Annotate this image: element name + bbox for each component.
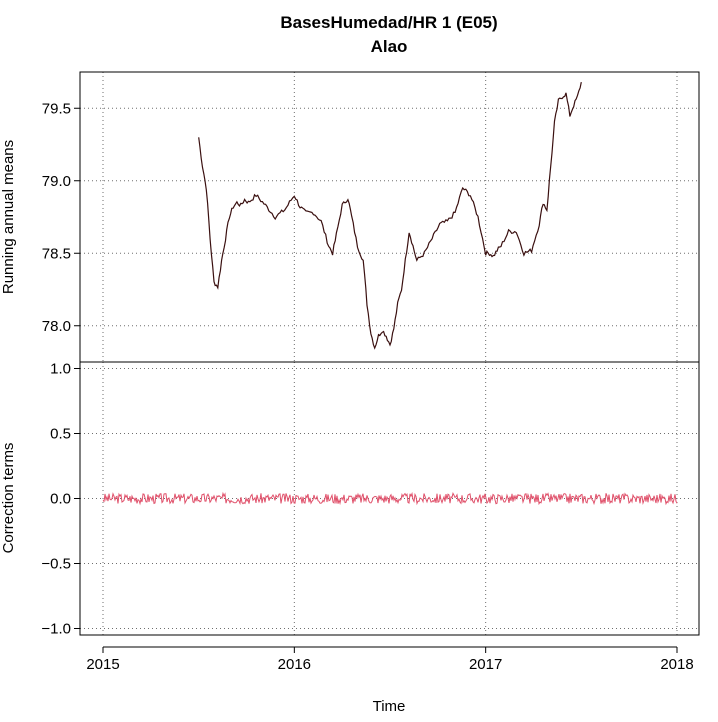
y-axis-label-running-means: Running annual means bbox=[0, 140, 17, 294]
x-tick-label: 2018 bbox=[660, 656, 693, 673]
y-tick-label: 79.0 bbox=[42, 173, 71, 190]
y-tick-label: −0.5 bbox=[41, 556, 71, 573]
x-axis-label: Time bbox=[373, 698, 406, 715]
y-tick-label: 78.0 bbox=[42, 318, 71, 335]
x-axis: 2015 2016 2017 2018 bbox=[86, 646, 694, 673]
top-panel-box bbox=[79, 71, 700, 363]
top-panel-y-axis: 78.0 78.5 79.0 79.5 bbox=[42, 100, 80, 335]
y-tick-label: 1.0 bbox=[50, 361, 71, 378]
running-means-line bbox=[198, 81, 582, 350]
panel-correction-terms: −1.0 −0.5 0.0 0.5 1.0 Correction terms bbox=[0, 361, 700, 638]
panel-running-means: 78.0 78.5 79.0 79.5 Running annual means bbox=[0, 71, 700, 363]
y-tick-label: 79.5 bbox=[42, 100, 71, 117]
y-tick-label: 0.0 bbox=[50, 491, 71, 508]
y-tick-label: −1.0 bbox=[41, 621, 71, 638]
correction-terms-line bbox=[102, 491, 678, 506]
x-tick-label: 2016 bbox=[278, 656, 311, 673]
x-tick-label: 2015 bbox=[86, 656, 119, 673]
top-panel-grid bbox=[80, 72, 699, 362]
y-axis-label-correction-terms: Correction terms bbox=[0, 443, 17, 554]
bottom-panel-box bbox=[79, 361, 700, 636]
bottom-panel-y-axis: −1.0 −0.5 0.0 0.5 1.0 bbox=[41, 361, 80, 638]
chart-title: BasesHumedad/HR 1 (E05) bbox=[280, 13, 497, 32]
y-tick-label: 78.5 bbox=[42, 245, 71, 262]
chart-subtitle: Alao bbox=[371, 37, 408, 56]
y-tick-label: 0.5 bbox=[50, 426, 71, 443]
x-tick-label: 2017 bbox=[469, 656, 502, 673]
